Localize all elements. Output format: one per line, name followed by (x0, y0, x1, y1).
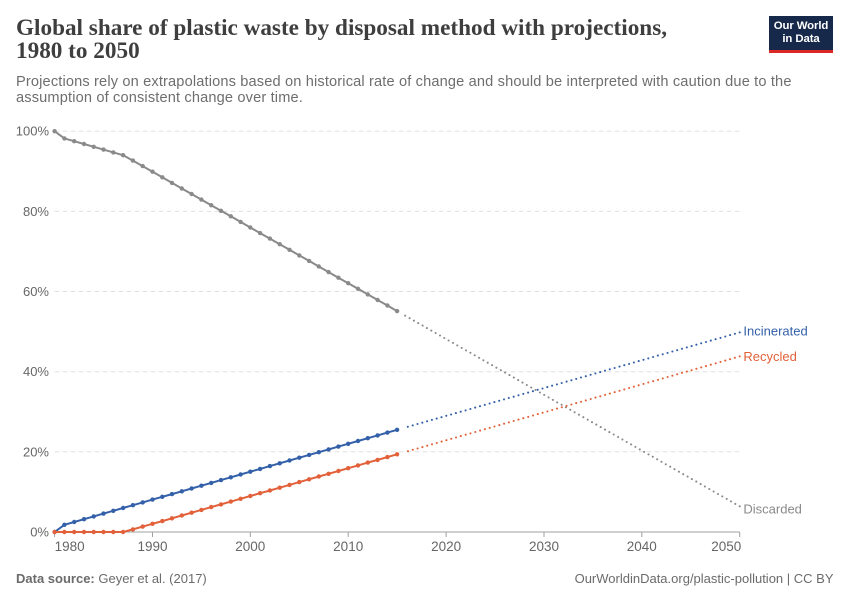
svg-text:20%: 20% (23, 444, 49, 459)
svg-text:Incinerated: Incinerated (743, 324, 807, 339)
svg-text:1980: 1980 (55, 539, 85, 554)
svg-text:2040: 2040 (627, 539, 657, 554)
svg-text:80%: 80% (23, 204, 49, 219)
svg-text:1990: 1990 (137, 539, 167, 554)
svg-text:Recycled: Recycled (743, 349, 796, 364)
svg-text:40%: 40% (23, 364, 49, 379)
svg-text:0%: 0% (30, 525, 49, 540)
svg-text:2010: 2010 (333, 539, 363, 554)
svg-text:2000: 2000 (235, 539, 265, 554)
svg-text:Discarded: Discarded (743, 502, 802, 517)
svg-text:100%: 100% (16, 124, 50, 139)
svg-text:2050: 2050 (711, 539, 741, 554)
svg-text:2030: 2030 (529, 539, 559, 554)
svg-text:2020: 2020 (431, 539, 461, 554)
svg-text:60%: 60% (23, 284, 49, 299)
